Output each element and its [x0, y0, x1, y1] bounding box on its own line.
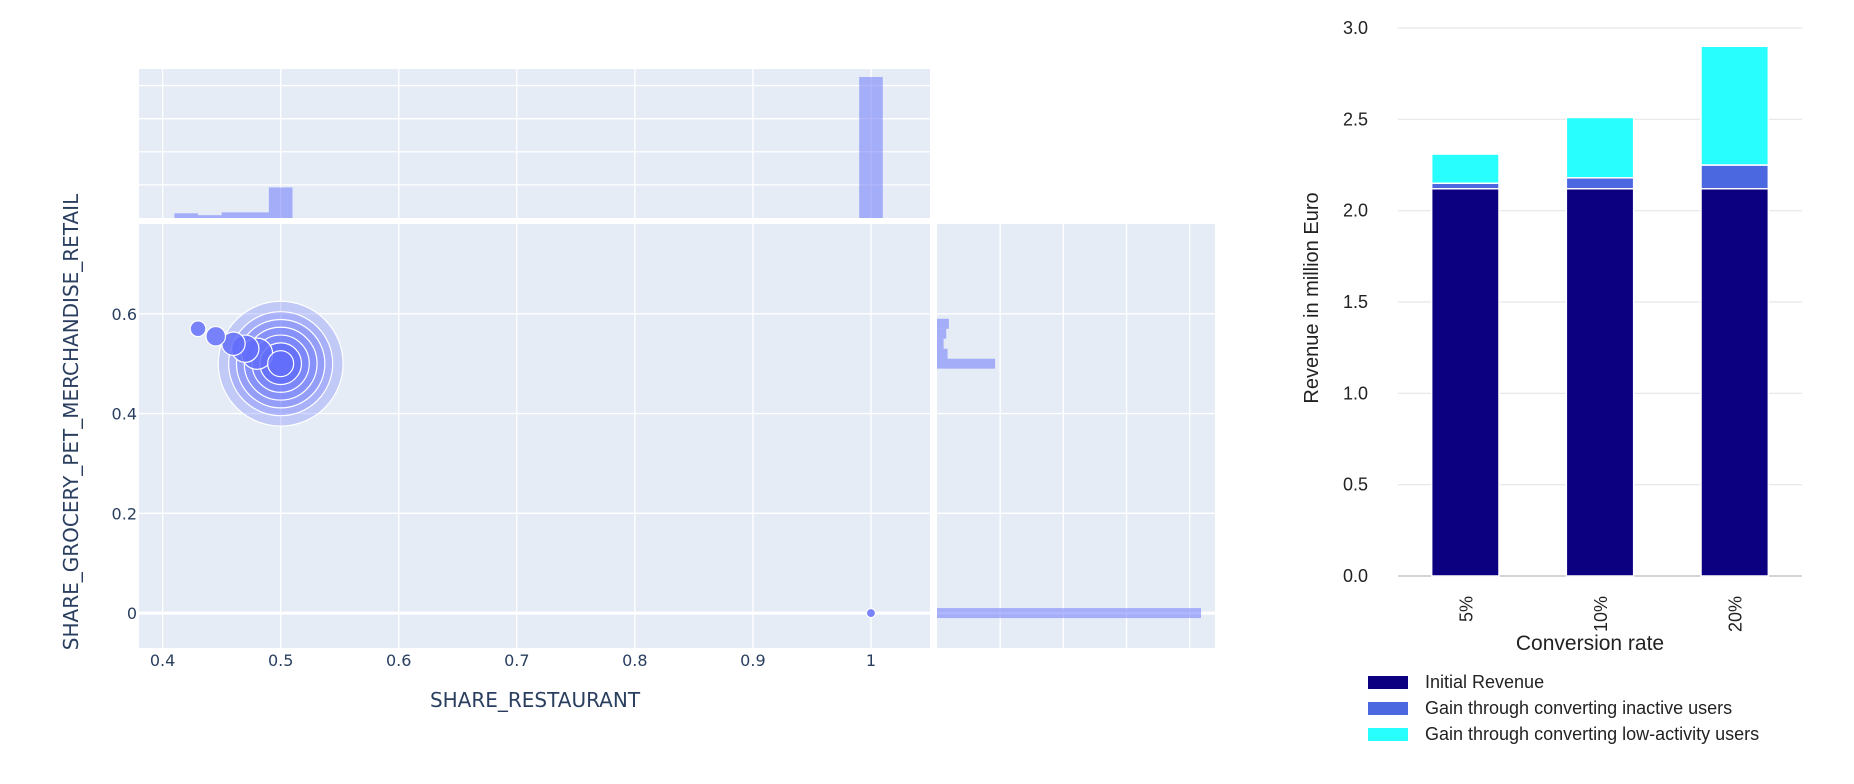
- histogram-bar: [937, 318, 949, 329]
- bar-plot-area: 0.0 0.5 1.0 1.5 2.0 2.5 3.0 5% 10% 20%: [1343, 18, 1802, 632]
- bar-segment: [1700, 45, 1770, 166]
- x-tick-label: 0.7: [504, 651, 529, 670]
- legend-label: Gain through converting inactive users: [1425, 698, 1732, 718]
- y-tick-label: 3.0: [1343, 18, 1368, 38]
- scatter-point: [865, 607, 877, 619]
- histogram-bar: [937, 348, 948, 359]
- y-tick-label: 0.5: [1343, 475, 1368, 495]
- legend-label: Gain through converting low-activity use…: [1425, 724, 1759, 744]
- y-tick-label: 0: [127, 604, 137, 623]
- y-tick-label: 0.6: [112, 305, 137, 324]
- x-tick-label: 10%: [1591, 596, 1611, 632]
- bar-y-axis-title: Revenue in million Euro: [1301, 192, 1323, 403]
- histogram-bar: [221, 212, 269, 218]
- y-tick-label: 0.4: [112, 405, 137, 424]
- bar-x-axis-title: Conversion rate: [1516, 632, 1664, 655]
- legend: Initial Revenue Gain through converting i…: [1368, 672, 1759, 744]
- bar-segment: [1700, 164, 1770, 190]
- marginal-y-background: [937, 224, 1215, 648]
- legend-swatch: [1368, 728, 1408, 741]
- bar-segment: [1430, 153, 1500, 185]
- legend-label: Initial Revenue: [1425, 672, 1544, 692]
- scatter-plot-background: [139, 224, 930, 648]
- bar-segment: [1565, 187, 1635, 577]
- x-tick-label: 0.9: [740, 651, 765, 670]
- bar-segment: [1565, 177, 1635, 190]
- bar-segment: [1700, 187, 1770, 577]
- histogram-bar: [937, 328, 947, 339]
- scatter-point: [205, 325, 227, 347]
- histogram-bar: [198, 215, 222, 218]
- scatter-with-marginals-chart: 0.4 0.5 0.6 0.7 0.8 0.9 1 0 0.2 0.4 0.6 SHARE_REST…: [59, 69, 1215, 712]
- histogram-bar: [174, 213, 199, 218]
- histogram-bar: [937, 338, 944, 349]
- bar-segment: [1430, 182, 1500, 190]
- marginal-x-histogram: [139, 69, 930, 218]
- histogram-bar: [859, 77, 883, 218]
- marginal-y-histogram: [937, 224, 1215, 648]
- bar-segment: [1430, 187, 1500, 577]
- y-tick-label: 2.0: [1343, 201, 1368, 221]
- y-axis-title: SHARE_GROCERY_PET_MERCHANDISE_RETAIL: [59, 193, 83, 650]
- y-tick-label: 1.5: [1343, 292, 1368, 312]
- x-tick-label: 0.5: [268, 651, 293, 670]
- scatter-panel: 0.4 0.5 0.6 0.7 0.8 0.9 1 0 0.2 0.4 0.6: [112, 224, 930, 670]
- x-axis-title: SHARE_RESTAURANT: [430, 688, 641, 712]
- x-tick-label: 20%: [1726, 596, 1746, 632]
- histogram-bar: [268, 187, 293, 218]
- legend-swatch: [1368, 676, 1408, 689]
- x-tick-label: 0.4: [150, 651, 175, 670]
- histogram-bar: [937, 608, 1201, 619]
- x-tick-label: 0.8: [622, 651, 647, 670]
- x-tick-label: 0.6: [386, 651, 411, 670]
- scatter-point: [189, 320, 207, 338]
- histogram-bar: [937, 358, 996, 369]
- marginal-x-background: [139, 69, 930, 218]
- bar-segment: [1565, 116, 1635, 179]
- scatter-point: [267, 350, 295, 378]
- y-tick-label: 1.0: [1343, 383, 1368, 403]
- legend-swatch: [1368, 702, 1408, 715]
- y-tick-label: 0.2: [112, 504, 137, 523]
- x-tick-label: 1: [866, 651, 876, 670]
- y-tick-label: 0.0: [1343, 566, 1368, 586]
- y-tick-label: 2.5: [1343, 109, 1368, 129]
- x-tick-label: 5%: [1456, 596, 1476, 622]
